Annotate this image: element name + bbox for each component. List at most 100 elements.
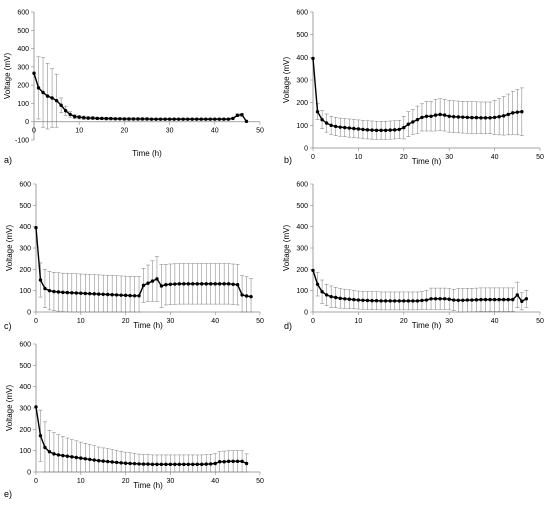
data-point bbox=[456, 298, 460, 302]
data-point bbox=[149, 117, 154, 121]
panel-label: b) bbox=[284, 155, 292, 165]
y-tick-label: 300 bbox=[296, 246, 308, 253]
data-point bbox=[195, 462, 199, 467]
data-point bbox=[141, 283, 146, 288]
data-point bbox=[88, 291, 92, 296]
data-point bbox=[118, 117, 122, 121]
data-point bbox=[497, 115, 501, 119]
data-point bbox=[438, 297, 442, 301]
x-tick-label: 0 bbox=[311, 154, 315, 161]
data-point bbox=[217, 460, 222, 464]
data-point bbox=[506, 112, 510, 117]
y-tick-label: 100 bbox=[17, 101, 29, 108]
data-point bbox=[244, 119, 249, 124]
y-tick-label: 200 bbox=[296, 100, 308, 107]
data-point bbox=[177, 282, 182, 286]
data-point bbox=[433, 297, 438, 301]
x-axis-label: Time (h) bbox=[412, 157, 442, 166]
data-point bbox=[226, 459, 231, 464]
data-point bbox=[204, 117, 208, 121]
y-tick-label: 100 bbox=[19, 288, 31, 295]
data-point bbox=[137, 462, 141, 466]
data-point bbox=[209, 282, 213, 286]
data-point bbox=[511, 297, 515, 302]
data-point bbox=[352, 126, 356, 131]
data-point bbox=[59, 103, 63, 107]
y-tick-label: 300 bbox=[19, 406, 31, 413]
data-point bbox=[465, 115, 470, 120]
data-point bbox=[361, 127, 365, 132]
data-point bbox=[36, 86, 41, 90]
data-point bbox=[150, 279, 155, 283]
data-point bbox=[208, 117, 212, 121]
data-point bbox=[311, 268, 315, 273]
data-point bbox=[47, 288, 52, 293]
panel-label: c) bbox=[4, 321, 12, 331]
data-point bbox=[235, 113, 240, 118]
x-tick-label: 20 bbox=[400, 318, 408, 325]
y-tick-label: 600 bbox=[17, 10, 29, 17]
data-point bbox=[113, 117, 118, 121]
data-point bbox=[43, 286, 47, 291]
data-point bbox=[74, 455, 79, 460]
y-tick-label: 200 bbox=[19, 267, 31, 274]
y-axis-label: Voltage (mV) bbox=[5, 225, 14, 272]
chart-panel-3: 0 100 200 300 400 500 600 0 10 20 30 40 50 Time (h) Vo… bbox=[4, 182, 264, 332]
y-tick-label: 400 bbox=[17, 46, 29, 53]
data-point bbox=[424, 298, 429, 302]
x-axis-label: Time (h) bbox=[412, 321, 442, 330]
data-point bbox=[109, 116, 113, 121]
data-point bbox=[195, 117, 199, 121]
data-point bbox=[83, 291, 87, 296]
data-point bbox=[483, 297, 488, 302]
data-point bbox=[470, 115, 474, 120]
data-point bbox=[168, 282, 173, 286]
data-point bbox=[442, 113, 447, 117]
data-point bbox=[365, 298, 370, 303]
x-tick-label: 10 bbox=[75, 128, 83, 135]
data-point bbox=[119, 293, 123, 297]
data-point bbox=[91, 116, 95, 120]
data-point bbox=[182, 462, 186, 467]
panel-label: d) bbox=[284, 321, 292, 331]
data-point bbox=[511, 111, 515, 115]
data-point bbox=[479, 297, 483, 302]
y-tick-label: 600 bbox=[19, 342, 31, 349]
data-point bbox=[320, 117, 324, 122]
data-point bbox=[379, 299, 383, 303]
data-point bbox=[145, 117, 149, 121]
x-tick-label: 40 bbox=[211, 318, 219, 325]
data-point bbox=[131, 117, 136, 121]
data-point bbox=[168, 462, 173, 467]
data-point bbox=[74, 291, 79, 295]
data-point bbox=[190, 117, 194, 121]
y-tick-label: 100 bbox=[296, 123, 308, 130]
x-tick-label: 0 bbox=[32, 128, 36, 135]
data-point bbox=[43, 445, 47, 450]
y-tick-label: 600 bbox=[19, 182, 31, 189]
data-point bbox=[65, 290, 70, 295]
data-point bbox=[226, 282, 231, 286]
data-point bbox=[240, 459, 244, 464]
data-point bbox=[213, 282, 217, 286]
data-point bbox=[101, 459, 105, 463]
x-tick-label: 30 bbox=[445, 318, 453, 325]
data-point bbox=[185, 117, 190, 121]
data-point bbox=[150, 462, 155, 467]
data-point bbox=[61, 453, 65, 458]
x-tick-label: 30 bbox=[167, 478, 175, 485]
data-point bbox=[402, 299, 406, 303]
data-point bbox=[222, 282, 226, 286]
data-point bbox=[447, 114, 451, 118]
data-point bbox=[200, 462, 204, 467]
data-point bbox=[383, 128, 388, 133]
x-tick-label: 30 bbox=[167, 318, 175, 325]
data-point bbox=[56, 453, 61, 457]
data-point bbox=[110, 293, 114, 297]
data-point bbox=[122, 117, 127, 121]
data-point bbox=[182, 282, 186, 286]
chart-panel-4: 0 100 200 300 400 500 600 0 10 20 30 40 50 Time (h) Vo… bbox=[282, 182, 544, 332]
data-point bbox=[50, 96, 54, 100]
data-point bbox=[492, 297, 497, 302]
